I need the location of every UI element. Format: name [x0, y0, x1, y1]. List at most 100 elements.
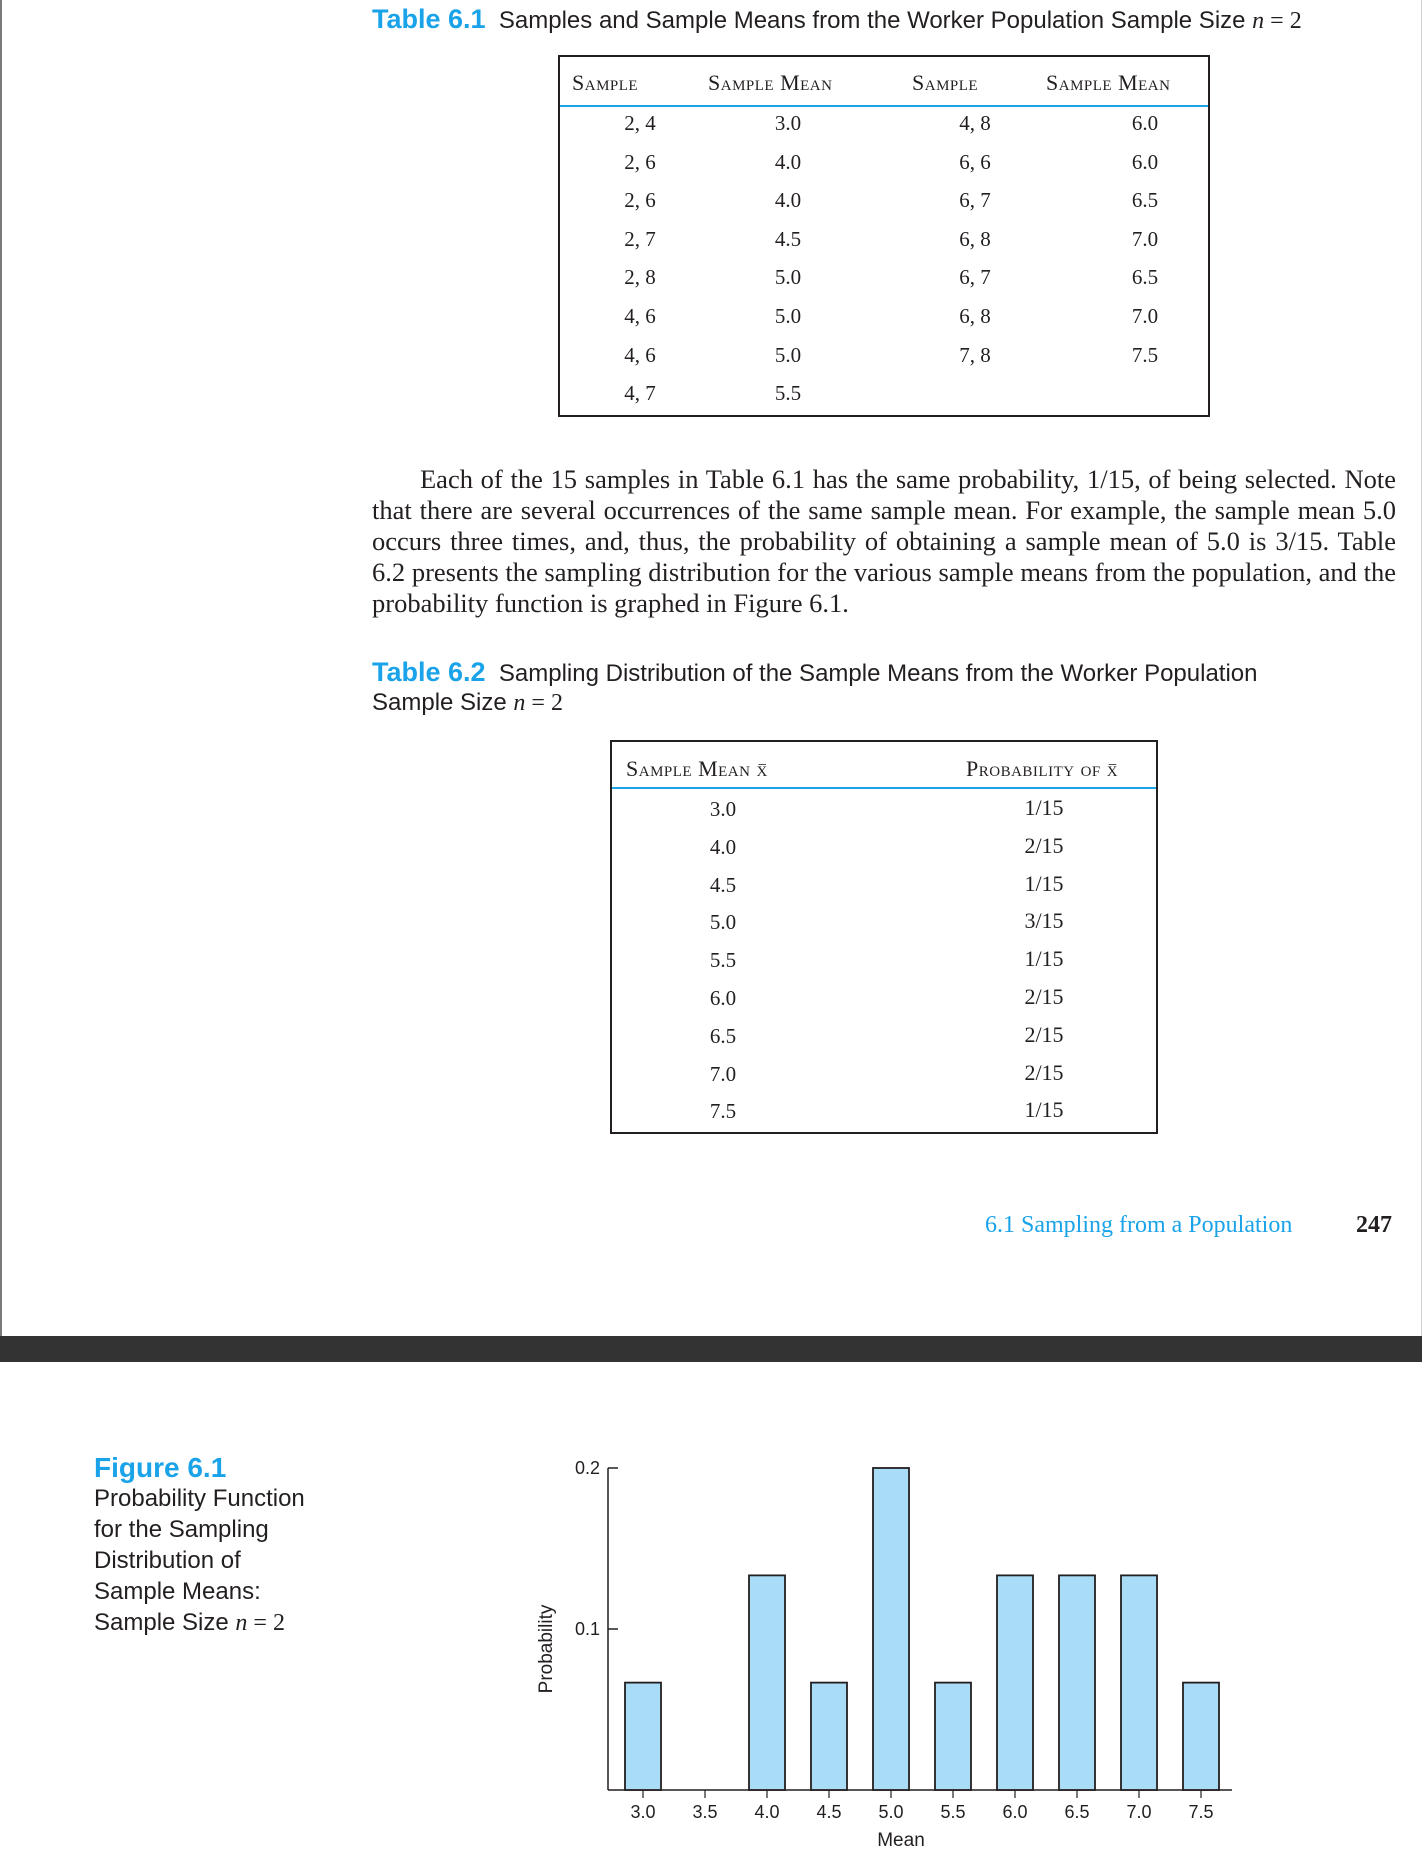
probability-cell: 2/15: [1024, 984, 1064, 1009]
sample-mean-cell: 4.5: [774, 226, 802, 251]
n-value: = 2: [247, 1610, 285, 1636]
y-tick-label: 0.1: [575, 1619, 600, 1639]
x-tick-label: 6.0: [1002, 1802, 1027, 1822]
y-tick-label: 0.2: [575, 1458, 600, 1478]
paragraph-text: Each of the 15 samples in Table 6.1 has …: [372, 464, 1396, 618]
x-tick-label: 7.5: [1188, 1802, 1213, 1822]
probability-cell: 2/15: [1024, 1021, 1064, 1047]
sample-mean-cell: 5.5: [774, 381, 802, 406]
sample-mean-cell: 6.5: [1131, 265, 1159, 290]
bar: [872, 1467, 910, 1791]
bar: [1182, 1681, 1220, 1791]
bar: [748, 1574, 786, 1791]
sample-cell: 6, 8: [959, 304, 991, 328]
mean-value-cell: 5.0: [709, 910, 737, 935]
sample-mean-cell: 4.0: [774, 188, 802, 213]
probability-cell: 1/15: [1024, 870, 1064, 896]
n-symbol: n: [235, 1610, 248, 1636]
sample-cell: 4, 6: [624, 342, 656, 367]
x-tick-label: 5.0: [878, 1802, 903, 1822]
x-axis-label: Mean: [877, 1830, 925, 1851]
bar: [1058, 1574, 1096, 1791]
table-6-2-number: Table 6.2: [372, 657, 486, 687]
sample-cell: 2, 7: [624, 226, 656, 251]
probability-cell: 2/15: [1024, 832, 1064, 858]
table-6-2-caption: Table 6.2 Sampling Distribution of the S…: [372, 658, 1372, 718]
table-6-1: Sample Sample Mean Sample Sample Mean 2,…: [558, 55, 1210, 417]
sample-mean-cell: 6.0: [1131, 111, 1159, 135]
figure-number: Figure 6.1: [94, 1452, 227, 1483]
header-mean-left: Sample Mean: [708, 70, 833, 95]
x-tick-label: 4.0: [754, 1802, 779, 1822]
header-sample-mean: Sample Mean x̅: [626, 756, 768, 781]
sample-cell: 4, 6: [624, 304, 656, 328]
header-sample-left: Sample: [572, 70, 639, 95]
sample-mean-cell: 3.0: [774, 111, 802, 135]
header-rule: [612, 787, 1156, 789]
running-footer-section: 6.1 Sampling from a Population: [985, 1212, 1293, 1238]
table-6-2: Sample Mean x̅ Probability of x̅ 3.0 1/15…: [610, 740, 1158, 1134]
sample-mean-cell: 5.0: [774, 342, 802, 367]
figure-6-1-caption: Figure 6.1 Probability Function for the …: [94, 1452, 354, 1639]
mean-value-cell: 7.5: [709, 1099, 737, 1124]
figure-caption-line: for the Sampling: [94, 1516, 269, 1543]
size-label: Sample Size: [94, 1609, 236, 1636]
mean-value-cell: 4.5: [709, 872, 737, 897]
mean-value-cell: 7.0: [709, 1061, 737, 1086]
figure-caption-line: Sample Means:: [94, 1578, 261, 1605]
header-sample-right: Sample: [912, 70, 979, 95]
sample-cell: 2, 6: [624, 188, 656, 213]
header-mean-right: Sample Mean: [1046, 70, 1171, 95]
x-tick-label: 3.5: [692, 1802, 717, 1822]
header-rule: [560, 105, 1208, 107]
sample-mean-cell: 5.0: [774, 265, 802, 290]
sample-mean-cell: 5.0: [774, 304, 802, 328]
sample-cell: 6, 8: [959, 226, 991, 251]
n-symbol: n: [513, 690, 526, 716]
figure-caption-line: Distribution of: [94, 1547, 241, 1574]
x-tick-label: 4.5: [816, 1802, 841, 1822]
sample-cell: 6, 7: [959, 265, 991, 290]
sample-cell: 7, 8: [959, 342, 991, 367]
page-divider: [0, 1336, 1422, 1362]
bar: [1120, 1574, 1158, 1791]
bar: [624, 1681, 662, 1791]
x-tick-label: 5.5: [940, 1802, 965, 1822]
sample-mean-cell: 6.0: [1131, 149, 1159, 174]
probability-cell: 2/15: [1024, 1059, 1064, 1085]
table-6-1-number: Table 6.1: [372, 4, 486, 34]
sample-cell: 2, 8: [624, 265, 656, 290]
n-symbol: n: [1252, 8, 1265, 34]
sample-mean-cell: 6.5: [1131, 188, 1159, 213]
sample-mean-cell: 4.0: [774, 149, 802, 174]
body-paragraph: Each of the 15 samples in Table 6.1 has …: [372, 464, 1396, 619]
probability-cell: 1/15: [1024, 1097, 1064, 1123]
n-value: = 2: [525, 690, 563, 716]
sample-mean-cell: 7.5: [1131, 342, 1159, 367]
n-value: = 2: [1264, 8, 1302, 34]
bar: [810, 1681, 848, 1791]
probability-cell: 1/15: [1024, 946, 1064, 972]
bar: [996, 1574, 1034, 1791]
figure-caption-line: Sample Size n = 2: [94, 1607, 354, 1639]
x-tick-label: 6.5: [1064, 1802, 1089, 1822]
sample-cell: 6, 6: [959, 149, 991, 174]
mean-value-cell: 5.5: [709, 948, 737, 973]
sample-mean-cell: 7.0: [1131, 304, 1159, 328]
sample-cell: 6, 7: [959, 188, 991, 213]
header-probability: Probability of x̅: [966, 756, 1119, 781]
probability-cell: 3/15: [1024, 908, 1064, 934]
table-6-2-size-label: Sample Size: [372, 689, 514, 716]
sample-mean-cell: 7.0: [1131, 226, 1159, 251]
sample-cell: 2, 6: [624, 149, 656, 174]
probability-cell: 1/15: [1024, 795, 1064, 820]
sample-cell: 4, 8: [959, 111, 991, 135]
page-number: 247: [1356, 1212, 1392, 1238]
mean-value-cell: 4.0: [709, 834, 737, 859]
x-tick-label: 3.0: [630, 1802, 655, 1822]
table-6-1-title: Samples and Sample Means from the Worker…: [498, 7, 1253, 34]
mean-value-cell: 6.0: [709, 986, 737, 1010]
sample-cell: 2, 4: [624, 111, 656, 135]
table-6-1-caption: Table 6.1 Samples and Sample Means from …: [372, 4, 1302, 35]
x-tick-label: 7.0: [1126, 1802, 1151, 1822]
